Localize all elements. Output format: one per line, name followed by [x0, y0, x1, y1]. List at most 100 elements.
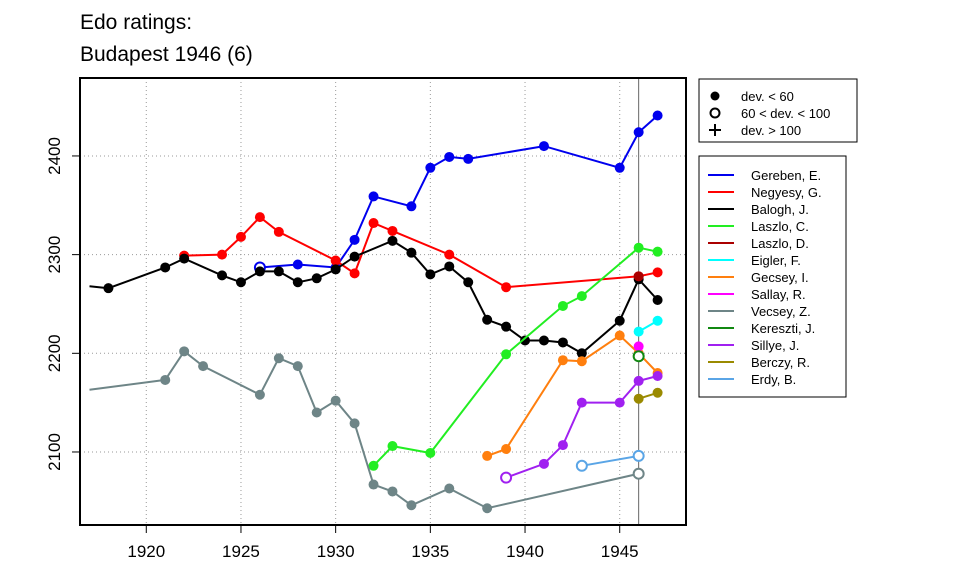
data-point-1-10	[501, 282, 512, 293]
data-point-8-1	[160, 374, 171, 385]
series-legend-label-3: Laszlo, C.	[751, 219, 809, 234]
data-point-0-1	[292, 259, 303, 270]
data-point-0-8	[463, 153, 474, 164]
data-point-8-4	[254, 389, 265, 400]
series-legend-label-7: Sallay, R.	[751, 287, 806, 302]
data-point-0-4	[368, 191, 379, 202]
series-10	[500, 371, 663, 484]
data-point-8-9	[349, 418, 360, 429]
data-point-0-10	[614, 162, 625, 173]
marker-legend-label-1: 60 < dev. < 100	[741, 106, 830, 121]
data-point-2-1	[103, 283, 114, 294]
x-tick-label-1945: 1945	[601, 542, 639, 561]
data-point-8-5	[273, 353, 284, 364]
data-point-5-0	[633, 326, 644, 337]
data-point-0-3	[349, 234, 360, 245]
data-point-1-6	[349, 268, 360, 279]
series-group	[89, 110, 663, 514]
y-tick-label-2200: 2200	[45, 334, 64, 372]
data-point-2-25	[652, 295, 663, 306]
data-point-4-0	[633, 271, 644, 282]
data-point-0-7	[444, 151, 455, 162]
series-legend-label-6: Gecsey, I.	[751, 270, 809, 285]
data-point-1-12	[652, 267, 663, 278]
data-point-2-13	[406, 247, 417, 258]
data-point-9-0	[632, 350, 645, 363]
data-point-3-3	[501, 349, 512, 360]
marker-legend-label-2: dev. > 100	[741, 123, 801, 138]
data-point-1-4	[273, 226, 284, 237]
data-point-2-11	[349, 251, 360, 262]
data-point-12-0	[575, 459, 588, 472]
data-point-5-1	[652, 315, 663, 326]
axes: 1920 1925 1930 1935 1940 1945 2100 2200 2300 2400	[45, 78, 640, 561]
series-5	[633, 315, 663, 337]
data-point-2-7	[273, 266, 284, 277]
data-point-1-9	[444, 249, 455, 260]
data-point-1-7	[368, 218, 379, 229]
marker-legend-box	[698, 78, 858, 143]
data-point-2-22	[576, 348, 587, 359]
data-point-7-0	[633, 341, 644, 352]
data-point-0-6	[425, 162, 436, 173]
x-tick-label-1930: 1930	[317, 542, 355, 561]
x-tick-label-1925: 1925	[222, 542, 260, 561]
data-point-8-15	[632, 467, 645, 480]
x-tick-label-1920: 1920	[127, 542, 165, 561]
series-12	[575, 449, 645, 472]
series-7	[633, 341, 644, 352]
y-tick-label-2400: 2400	[45, 137, 64, 175]
data-point-8-13	[444, 483, 455, 494]
series-11	[633, 387, 663, 404]
data-point-6-2	[557, 355, 568, 366]
data-point-6-4	[614, 330, 625, 341]
data-point-10-6	[652, 371, 663, 381]
series-line-12	[581, 454, 639, 467]
data-point-3-6	[633, 242, 644, 253]
series-line-0	[259, 114, 659, 269]
series-line-8	[89, 349, 639, 510]
y-tick-label-2300: 2300	[45, 236, 64, 274]
chart-title-line-1: Edo ratings:	[80, 11, 192, 34]
data-point-10-5	[633, 375, 644, 386]
data-point-8-6	[292, 361, 303, 372]
series-8	[89, 346, 645, 514]
series-legend-label-9: Kereszti, J.	[751, 321, 815, 336]
chart-title-line-2: Budapest 1946 (6)	[80, 43, 253, 66]
data-point-8-14	[482, 503, 493, 514]
data-point-8-8	[330, 395, 341, 406]
data-point-2-20	[538, 335, 549, 346]
data-point-2-17	[482, 314, 493, 325]
marker-legend-label-0: dev. < 60	[741, 89, 794, 104]
data-point-11-1	[652, 387, 663, 398]
grid-lines	[80, 78, 686, 525]
data-point-6-1	[501, 444, 512, 455]
data-point-10-3	[576, 397, 587, 408]
data-point-2-9	[311, 273, 322, 284]
plot-frame	[79, 77, 687, 526]
data-point-1-8	[387, 225, 398, 236]
data-point-1-2	[235, 231, 246, 242]
data-point-2-8	[292, 277, 303, 288]
data-point-2-14	[425, 269, 436, 280]
data-point-2-19	[520, 335, 531, 346]
data-point-2-10	[330, 264, 341, 275]
data-point-3-1	[387, 441, 398, 452]
data-point-8-7	[311, 407, 322, 418]
data-point-6-3	[576, 356, 587, 367]
data-point-12-1	[632, 449, 645, 462]
marker-legend-symbol-1	[709, 107, 721, 119]
data-point-10-2	[557, 440, 568, 451]
data-point-3-7	[652, 246, 663, 257]
series-legend-label-1: Negyesy, G.	[751, 185, 822, 200]
data-point-2-16	[463, 277, 474, 288]
data-point-2-6	[254, 266, 265, 277]
data-point-2-21	[557, 337, 568, 348]
data-point-6-0	[482, 450, 493, 461]
data-point-2-4	[217, 270, 228, 281]
data-point-3-5	[576, 291, 587, 302]
x-tick-label-1940: 1940	[506, 542, 544, 561]
data-point-0-5	[406, 201, 417, 212]
series-legend-label-2: Balogh, J.	[751, 202, 809, 217]
series-3	[368, 242, 663, 471]
